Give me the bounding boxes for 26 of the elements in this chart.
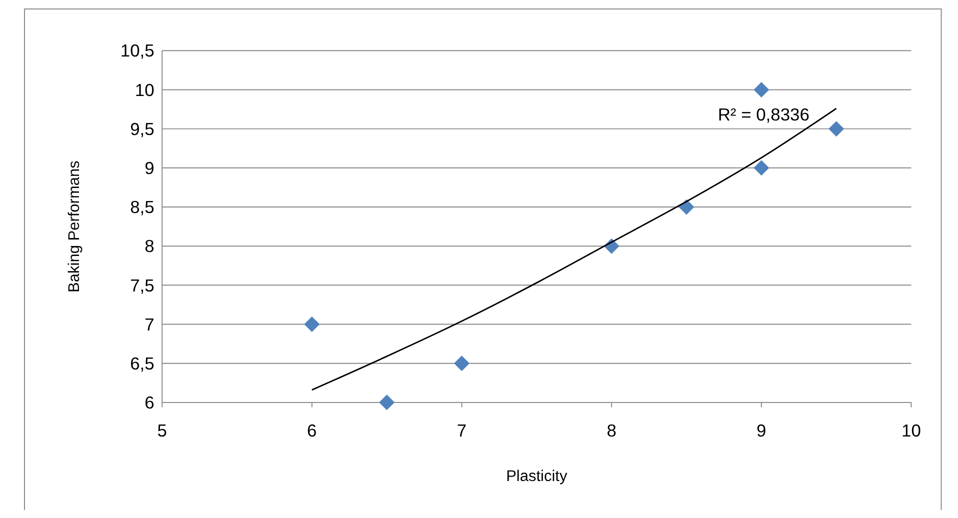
point xyxy=(754,160,770,176)
y-axis-title: Baking Performans xyxy=(66,160,83,292)
x-tick-label: 8 xyxy=(606,420,616,440)
x-tick-label: 5 xyxy=(157,420,167,440)
point xyxy=(379,394,395,410)
y-tick-label: 10 xyxy=(134,80,155,100)
x-tick-label: 6 xyxy=(307,420,317,440)
y-tick-label: 7 xyxy=(144,314,154,334)
y-tick-label: 8 xyxy=(144,236,154,256)
annotation: R² = 0,8336 xyxy=(718,104,810,124)
y-tick-label: 6,5 xyxy=(130,353,154,374)
x-tick-label: 9 xyxy=(756,420,766,440)
point xyxy=(304,316,320,332)
x-tick-label: 7 xyxy=(456,420,467,440)
point xyxy=(754,82,770,98)
y-tick-label: 10,5 xyxy=(120,40,154,61)
y-tick-label: 6 xyxy=(144,392,154,413)
line-series xyxy=(311,108,838,391)
x-axis-title: Plasticity xyxy=(506,468,568,485)
y-tick-label: 9 xyxy=(144,158,154,178)
x-tick-label: 10 xyxy=(902,420,922,440)
y-tick-label: 7,5 xyxy=(130,275,154,296)
y-tick-label: 8,5 xyxy=(130,197,154,218)
point xyxy=(828,121,844,137)
y-tick-label: 9,5 xyxy=(130,118,154,139)
point xyxy=(454,356,470,372)
